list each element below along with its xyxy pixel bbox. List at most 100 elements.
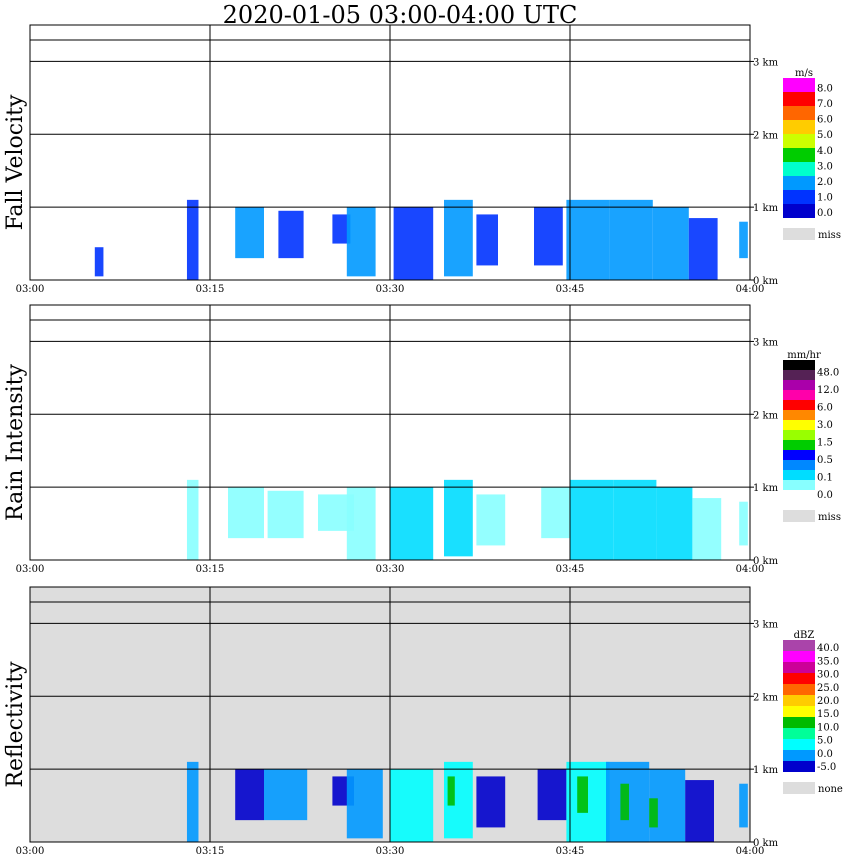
y-tick-label: 2 km [753,410,779,421]
legend-swatch [783,684,815,695]
echo-cell [570,479,614,560]
legend-label: 2.0 [817,177,833,188]
legend-label: 3.0 [817,161,833,172]
echo-cell [739,501,748,546]
legend-swatch [783,106,815,120]
legend-label: 0.0 [817,208,833,219]
echo-cell [739,221,748,259]
echo-cell [656,487,693,560]
legend-unit: mm/hr [787,350,821,361]
legend-missing-swatch [783,782,815,794]
echo-cell [186,479,199,560]
echo-cell [688,218,718,280]
legend-swatch [783,440,815,450]
legend-swatch [783,761,815,772]
legend-label: 5.0 [817,130,833,141]
echo-cell [346,769,383,839]
echo-cell [267,490,304,539]
chart-title: 2020-01-05 03:00-04:00 UTC [222,1,578,29]
legend-label: 1.0 [817,192,833,203]
legend-label: 40.0 [817,643,839,654]
echo-cell [444,479,473,557]
legend-swatch [783,134,815,148]
echo-cell [541,487,570,539]
echo-cell [228,487,264,539]
legend-label: 20.0 [817,696,839,707]
legend-label: 5.0 [817,736,833,747]
legend-swatch [783,148,815,162]
echo-cell [447,776,455,806]
echo-cell [566,199,610,280]
echo-cell [444,199,473,277]
legend-swatch [783,460,815,470]
echo-cell [278,210,304,259]
x-tick-label: 03:30 [376,846,405,857]
legend-missing-label: none [818,784,843,795]
legend-label: 0.5 [817,455,833,466]
legend-unit: m/s [795,68,813,79]
legend-swatch [783,430,815,440]
legend-swatch [783,695,815,706]
legend-label: 8.0 [817,84,833,95]
y-tick-label: 2 km [753,692,779,703]
legend-swatch [783,360,815,370]
legend-label: 7.0 [817,99,833,110]
legend-missing-swatch [783,228,815,240]
legend-swatch [783,92,815,106]
legend-swatch [783,78,815,92]
x-tick-label: 03:15 [196,284,225,295]
echo-cell [332,214,351,244]
y-axis-label: Reflectivity [3,661,28,788]
legend-swatch [783,380,815,390]
x-tick-label: 03:00 [16,846,45,857]
legend-label: 4.0 [817,146,833,157]
legend-label: 0.1 [817,473,833,484]
y-axis-label: Fall Velocity [3,94,28,230]
panel-3: 03:00 03:15 03:30 03:45 04:000 km 1 km 2 km 3 k… [3,586,843,857]
panel-2: 03:00 03:15 03:30 03:45 04:000 km 1 km 2 km 3 k… [3,304,841,575]
legend-label: 0.0 [817,749,833,760]
legend-swatch [783,204,815,218]
legend-swatch [783,673,815,684]
legend-swatch [783,662,815,673]
y-tick-label: 0 km [753,276,779,287]
x-tick-label: 03:45 [556,284,585,295]
y-tick-label: 2 km [753,130,779,141]
echo-cell [476,214,498,266]
legend-label: 12.0 [817,385,839,396]
legend-label: 48.0 [817,368,839,379]
y-axis-label: Rain Intensity [3,363,28,520]
legend-swatch [783,162,815,176]
echo-cell [613,479,657,560]
color-legend: m/s 8.0 7.0 6.0 5.0 4.0 3.0 2.0 1.0 0.0 miss [783,68,841,241]
echo-cell [186,199,199,280]
legend-label: 10.0 [817,722,839,733]
x-tick-label: 03:30 [376,284,405,295]
echo-cell [94,247,104,277]
x-tick-label: 04:00 [736,846,765,857]
legend-label: 3.0 [817,420,833,431]
legend-label: 6.0 [817,403,833,414]
y-tick-label: 1 km [753,483,779,494]
echo-cell [609,199,653,280]
legend-swatch [783,370,815,380]
color-legend: mm/hr 48.0 12.0 6.0 3.0 1.5 0.5 0.1 0.0 miss [783,350,841,523]
echo-cell [652,207,689,280]
echo-cell [534,207,563,266]
y-tick-label: 1 km [753,765,779,776]
echo-cell [476,776,506,828]
x-tick-label: 03:15 [196,846,225,857]
echo-cell [346,487,376,560]
echo-cell [739,783,748,828]
x-tick-label: 03:15 [196,564,225,575]
echo-cell [390,769,434,842]
echo-cell [264,769,308,821]
echo-cell [685,780,714,842]
legend-label: 35.0 [817,656,839,667]
x-tick-label: 04:00 [736,284,765,295]
legend-swatch [783,400,815,410]
legend-label: 1.5 [817,438,833,449]
y-tick-label: 0 km [753,838,779,849]
legend-swatch [783,390,815,400]
echo-cell [235,769,264,821]
